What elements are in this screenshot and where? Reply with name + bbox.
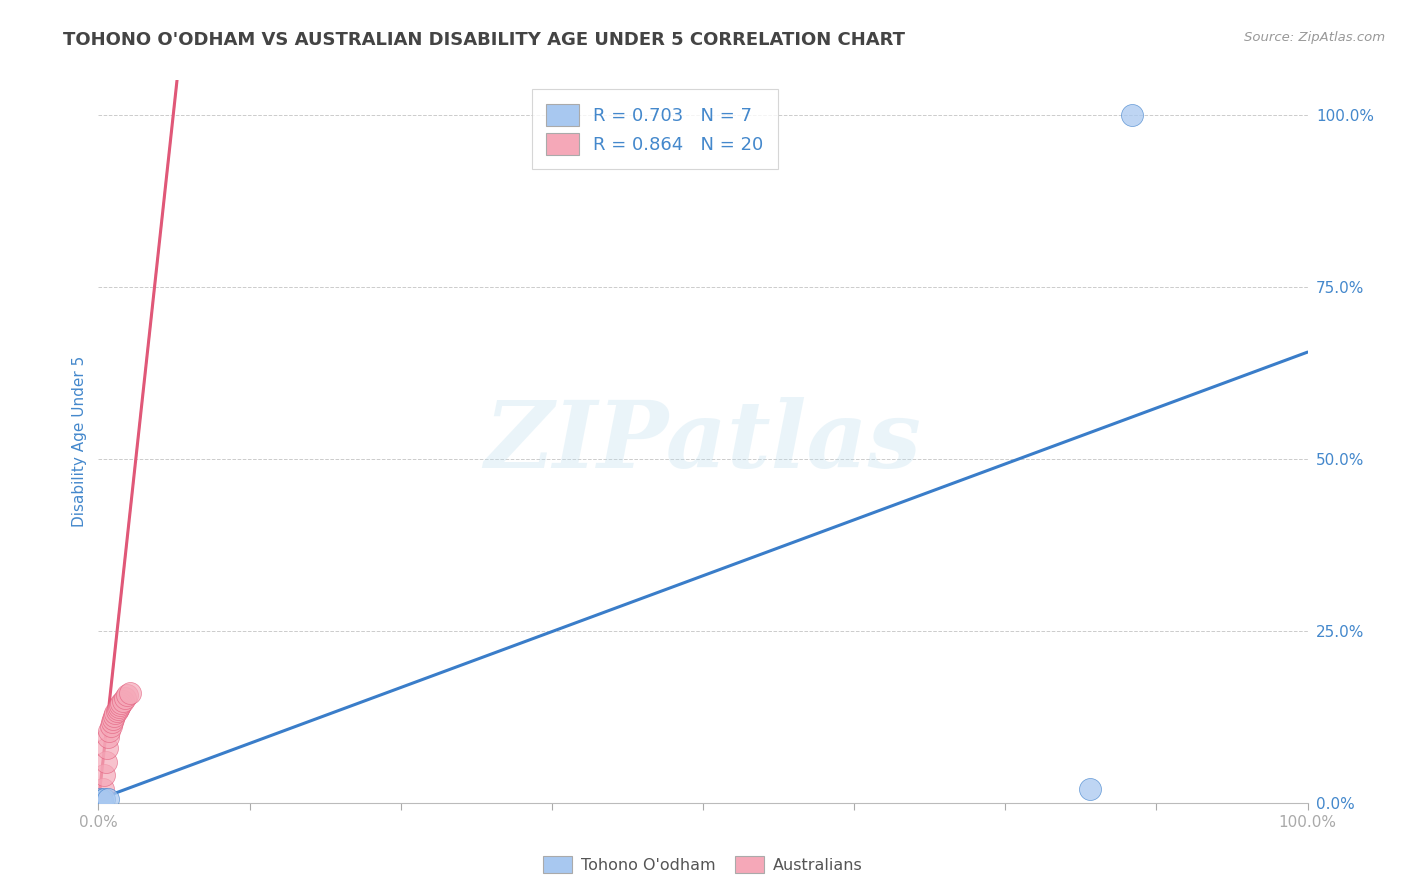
Point [117,689,139,703]
Point [103,709,125,723]
Legend: Tohono O'odham, Australians: Tohono O'odham, Australians [537,849,869,880]
Point [105,704,128,718]
Point [96,740,118,755]
Point [98,723,121,738]
Point [100,714,122,729]
Point [104,706,127,721]
Y-axis label: Disability Age Under 5: Disability Age Under 5 [72,356,87,527]
Point [101,712,124,726]
Point [107,702,129,716]
Point [118,686,141,700]
Point [90,794,112,808]
Point [91,793,114,807]
Point [1121,108,1143,122]
Point [108,700,131,714]
Point [108,698,131,712]
Point [97,792,120,806]
Point [110,696,132,710]
Point [91,782,114,797]
Point [93,791,115,805]
Point [111,694,134,708]
Text: Source: ZipAtlas.com: Source: ZipAtlas.com [1244,31,1385,45]
Legend: R = 0.703   N = 7, R = 0.864   N = 20: R = 0.703 N = 7, R = 0.864 N = 20 [531,89,778,169]
Point [97,731,120,745]
Point [100,719,122,733]
Point [114,691,136,706]
Text: ZIPatlas: ZIPatlas [485,397,921,486]
Text: TOHONO O'ODHAM VS AUSTRALIAN DISABILITY AGE UNDER 5 CORRELATION CHART: TOHONO O'ODHAM VS AUSTRALIAN DISABILITY … [63,31,905,49]
Point [89,792,111,806]
Point [94,755,117,769]
Point [93,768,115,782]
Point [1078,782,1101,797]
